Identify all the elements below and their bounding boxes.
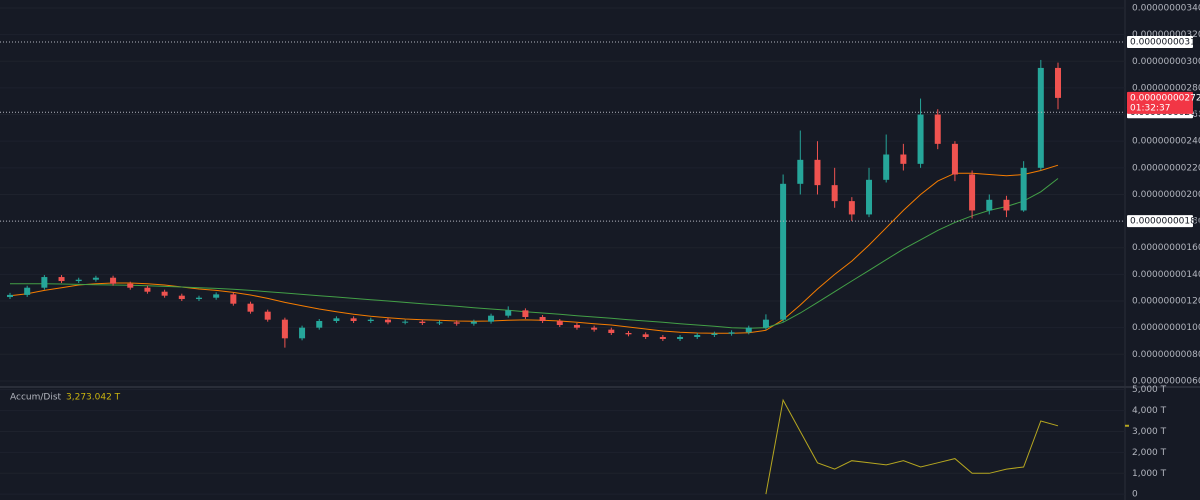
candle-body [127,283,134,288]
candle-body [24,287,31,295]
candle-body [951,143,958,175]
y-tick-label: 2,000 T [1132,448,1167,458]
candle-body [1003,199,1010,211]
candle-body [1055,67,1061,98]
candle-body [505,310,512,316]
candle-body [402,321,409,323]
candle-body [247,303,254,312]
candle-body [728,332,735,334]
y-tick-label: 0 [1132,490,1138,500]
indicator-line [765,398,1059,495]
candle-body [986,199,993,211]
candle-body [1020,167,1027,211]
price-line-label: 0.000000003145 [1130,37,1200,47]
candle-body [144,287,151,292]
candle-body [762,319,769,328]
candle-body [814,159,821,186]
candle-body [58,277,65,282]
candle-body [831,185,838,202]
candle-body [780,183,787,320]
y-tick-label: 0.000000000800 [1132,350,1200,360]
candle-body [573,324,580,328]
candle-body [333,318,340,322]
candle-body [900,154,907,164]
indicator-title: Accum/Dist [10,393,62,403]
candle-body [608,329,615,333]
candle-body [866,179,873,215]
y-tick-label: 4,000 T [1132,406,1167,416]
y-tick-label: 1,000 T [1132,469,1167,479]
candle-body [677,336,684,339]
candle-body [453,322,460,324]
candle-body [556,321,563,325]
candle-body [299,327,306,339]
y-tick-label: 3,000 T [1132,427,1167,437]
candle-body [711,333,718,335]
candle-body [969,174,976,211]
candle-body [934,114,941,144]
moving-average-line [10,178,1059,329]
candle-body [436,322,443,324]
candle-body [316,321,323,328]
candle-body [161,291,168,296]
candle-body [488,315,495,322]
candle-body [522,310,529,318]
candle-body [350,318,357,322]
candle-body [419,321,426,323]
indicator-value: 3,273.042 T [66,393,121,403]
candle-body [848,201,855,215]
y-tick-label: 0.000000002800 [1132,83,1200,93]
candle-body [694,334,701,337]
y-tick-label: 0.000000001600 [1132,243,1200,253]
candle-body [659,336,666,339]
y-tick-label: 0.000000001200 [1132,297,1200,307]
candle-body [92,277,99,280]
candle-body [591,327,598,330]
candle-body [178,295,185,300]
candle-body [745,327,752,333]
candle-body [75,279,82,282]
candle-body [470,321,477,324]
candle-body [264,311,271,320]
y-tick-label: 0.000000002000 [1132,190,1200,200]
y-tick-label: 0.000000000600 [1132,376,1200,386]
candle-body [213,294,220,298]
y-tick-label: 0.000000001000 [1132,323,1200,333]
candle-body [384,319,391,323]
y-tick-label: 0.000000003400 [1132,3,1200,13]
candle-body [41,277,48,288]
y-tick-label: 0.000000003000 [1132,57,1200,67]
candle-body [539,317,546,322]
candle-body [1037,67,1044,168]
y-tick-label: 0.000000001400 [1132,270,1200,280]
countdown-label: 01:32:37 [1130,103,1170,113]
y-tick-label: 0.000000002200 [1132,163,1200,173]
last-price-label: 0.000000002725 [1130,93,1200,103]
candle-body [917,114,924,164]
y-tick-label: 0.000000002400 [1132,137,1200,147]
candle-body [230,294,237,304]
candle-body [7,294,13,298]
price-line-label: 0.000000001800 [1130,217,1200,227]
candle-body [110,277,117,284]
candle-body [367,319,374,322]
candle-body [642,334,649,337]
price-line-label-box [1127,35,1193,48]
candle-body [625,332,632,335]
last-price-box [1127,91,1193,114]
y-tick-label: 0.000000003200 [1132,30,1200,40]
candle-body [281,319,288,339]
candle-body [195,297,202,300]
candle-body [797,159,804,184]
candle-body [883,154,890,180]
y-tick-label: 5,000 T [1132,385,1167,395]
price-line-label-box [1127,215,1193,228]
